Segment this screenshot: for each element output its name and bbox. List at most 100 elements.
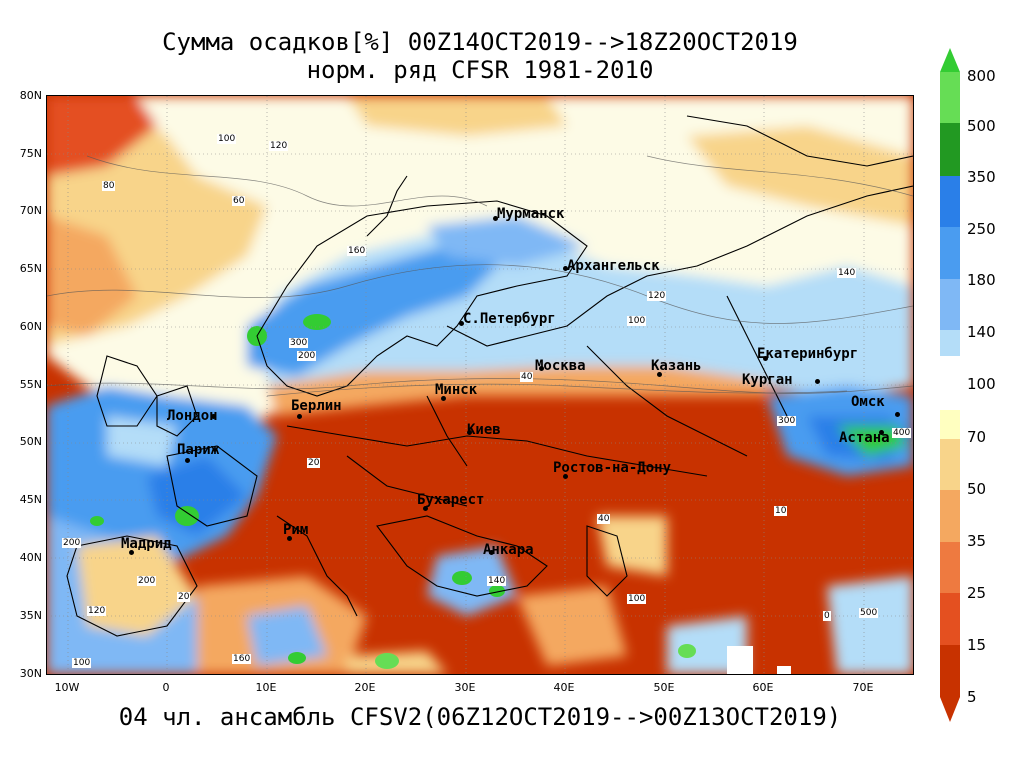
contour-label: 100 — [627, 594, 647, 604]
city-marker — [185, 458, 190, 463]
y-tick-label: 40N — [19, 551, 42, 564]
city-label: Ростов-на-Дону — [553, 460, 672, 476]
x-tick-label: 10E — [255, 681, 277, 694]
map-title-line1: Сумма осадков[%] 00Z14OCT2019-->18Z20OCT… — [162, 28, 798, 56]
map-field — [47, 96, 913, 674]
city-label: Париж — [177, 442, 220, 458]
city-marker — [489, 550, 494, 555]
colorbar-label: 350 — [967, 168, 996, 186]
city-label: Казань — [651, 358, 702, 374]
contour-label: 40 — [520, 372, 534, 382]
city-marker — [563, 266, 568, 271]
city-label: Астана — [839, 430, 890, 446]
contour-label: 200 — [62, 538, 82, 548]
y-tick-label: 50N — [19, 435, 42, 448]
city-marker — [287, 536, 292, 541]
city-label: Москва — [535, 358, 586, 374]
x-tick-label: 0 — [162, 681, 170, 694]
contour-label: 200 — [137, 576, 157, 586]
contour-label: 80 — [102, 181, 116, 191]
city-marker — [297, 414, 302, 419]
colorbar-label: 180 — [967, 271, 996, 289]
colorbar-label: 70 — [967, 428, 987, 446]
x-tick-label: 30E — [454, 681, 476, 694]
city-label: Анкара — [483, 542, 534, 558]
contour-label: 20 — [307, 458, 321, 468]
city-label: Бухарест — [417, 492, 485, 508]
x-tick-label: 60E — [752, 681, 774, 694]
city-marker — [129, 550, 134, 555]
colorbar-label: 250 — [967, 220, 996, 238]
city-marker — [563, 474, 568, 479]
city-marker — [657, 372, 662, 377]
contour-label: 0 — [823, 611, 831, 621]
contour-label: 20 — [177, 592, 191, 602]
city-label: Киев — [467, 422, 501, 438]
x-tick-label: 50E — [653, 681, 675, 694]
city-label: Курган — [742, 372, 793, 388]
y-tick-label: 80N — [19, 89, 42, 102]
colorbar-graphic — [940, 48, 960, 722]
colorbar-label: 35 — [967, 532, 987, 550]
contour-label: 140 — [837, 268, 857, 278]
contour-label: 300 — [289, 338, 309, 348]
city-marker — [539, 366, 544, 371]
city-label: Архангельск — [567, 258, 660, 274]
contour-label: 300 — [777, 416, 797, 426]
city-label: Рим — [283, 522, 309, 538]
y-tick-label: 75N — [19, 147, 42, 160]
colorbar-label: 500 — [967, 117, 996, 135]
colorbar-label: 50 — [967, 480, 987, 498]
ensemble-caption: 04 чл. ансамбль CFSV2(06Z12OCT2019-->00Z… — [118, 703, 842, 731]
city-marker — [493, 216, 498, 221]
colorbar-label: 140 — [967, 323, 996, 341]
contour-label: 100 — [627, 316, 647, 326]
city-marker — [459, 321, 464, 326]
city-label: Минск — [435, 382, 478, 398]
city-marker — [815, 379, 820, 384]
contour-label: 120 — [269, 141, 289, 151]
city-label: Екатеринбург — [757, 346, 859, 362]
city-label: Мурманск — [497, 206, 565, 222]
colorbar-label: 5 — [967, 688, 977, 706]
contour-label: 100 — [217, 134, 237, 144]
contour-label: 10 — [774, 506, 788, 516]
contour-label: 400 — [892, 428, 912, 438]
y-tick-label: 65N — [19, 262, 42, 275]
x-tick-label: 10W — [54, 681, 80, 694]
city-marker — [895, 412, 900, 417]
precipitation-map: 100 120 60 80 160 200 300 120 140 100 40… — [46, 95, 914, 675]
contour-label: 60 — [232, 196, 246, 206]
city-label: С.Петербург — [463, 311, 556, 327]
contour-label: 120 — [647, 291, 667, 301]
y-tick-label: 60N — [19, 320, 42, 333]
contour-label: 500 — [859, 608, 879, 618]
y-tick-label: 55N — [19, 378, 42, 391]
colorbar-label: 100 — [967, 375, 996, 393]
colorbar-label: 800 — [967, 67, 996, 85]
contour-label: 160 — [347, 246, 367, 256]
colorbar-label: 15 — [967, 636, 987, 654]
contour-label: 160 — [232, 654, 252, 664]
x-tick-label: 40E — [553, 681, 575, 694]
map-title-line2: норм. ряд CFSR 1981-2010 — [306, 56, 654, 84]
city-marker — [423, 506, 428, 511]
city-marker — [879, 430, 884, 435]
city-marker — [441, 396, 446, 401]
city-label: Лондон — [167, 408, 218, 424]
y-tick-label: 45N — [19, 493, 42, 506]
contour-label: 100 — [72, 658, 92, 668]
x-tick-label: 70E — [852, 681, 874, 694]
y-tick-label: 35N — [19, 609, 42, 622]
city-label: Омск — [851, 394, 885, 410]
contour-label: 200 — [297, 351, 317, 361]
contour-label: 40 — [597, 514, 611, 524]
y-tick-label: 70N — [19, 204, 42, 217]
contour-label: 140 — [487, 576, 507, 586]
x-tick-label: 20E — [354, 681, 376, 694]
contour-label: 120 — [87, 606, 107, 616]
colorbar-label: 25 — [967, 584, 987, 602]
y-tick-label: 30N — [19, 667, 42, 680]
city-label: Мадрид — [121, 536, 172, 552]
city-marker — [467, 430, 472, 435]
